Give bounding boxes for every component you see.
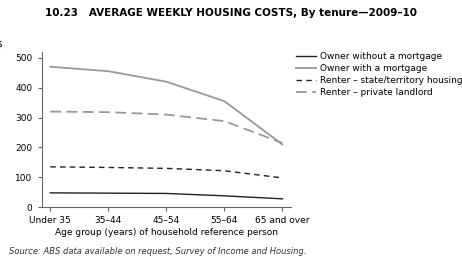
X-axis label: Age group (years) of household reference person: Age group (years) of household reference… xyxy=(55,228,278,237)
Renter – state/territory housing authority xyxy=(164,167,169,170)
Renter – state/territory housing authority xyxy=(105,166,111,169)
Owner without a mortgage xyxy=(105,192,111,195)
Legend: Owner without a mortgage, Owner with a mortgage, Renter – state/territory housin: Owner without a mortgage, Owner with a m… xyxy=(296,52,462,97)
Owner without a mortgage xyxy=(222,194,227,197)
Line: Renter – state/territory housing authority: Renter – state/territory housing authori… xyxy=(50,167,282,178)
Renter – private landlord xyxy=(164,113,169,116)
Owner with a mortgage xyxy=(222,99,227,103)
Renter – state/territory housing authority xyxy=(280,176,285,179)
Renter – state/territory housing authority xyxy=(48,165,53,168)
Owner with a mortgage xyxy=(48,65,53,68)
Renter – private landlord xyxy=(222,120,227,123)
Line: Owner with a mortgage: Owner with a mortgage xyxy=(50,67,282,145)
Owner with a mortgage xyxy=(164,80,169,83)
Renter – private landlord xyxy=(48,110,53,113)
Text: 10.23   AVERAGE WEEKLY HOUSING COSTS, By tenure—2009–10: 10.23 AVERAGE WEEKLY HOUSING COSTS, By t… xyxy=(45,8,417,18)
Owner with a mortgage xyxy=(280,143,285,146)
Renter – private landlord xyxy=(280,141,285,145)
Owner without a mortgage xyxy=(164,192,169,195)
Owner without a mortgage xyxy=(48,191,53,195)
Renter – state/territory housing authority xyxy=(222,169,227,172)
Owner without a mortgage xyxy=(280,197,285,200)
Text: Source: ABS data available on request, Survey of Income and Housing.: Source: ABS data available on request, S… xyxy=(9,247,307,256)
Text: $: $ xyxy=(0,40,2,49)
Line: Renter – private landlord: Renter – private landlord xyxy=(50,112,282,143)
Line: Owner without a mortgage: Owner without a mortgage xyxy=(50,193,282,199)
Renter – private landlord xyxy=(105,111,111,114)
Owner with a mortgage xyxy=(105,70,111,73)
